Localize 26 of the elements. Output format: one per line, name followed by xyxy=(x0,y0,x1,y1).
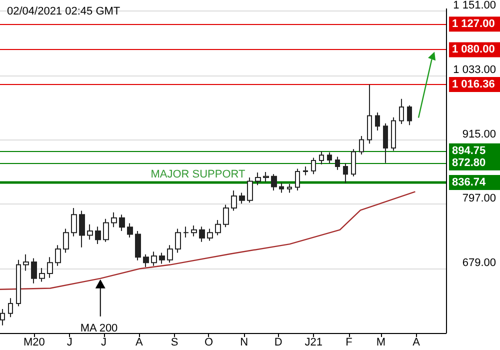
ref-line-label: 1 016.36 xyxy=(452,78,495,90)
x-tick-label: O xyxy=(204,336,214,348)
y-tick-label: 797.00 xyxy=(462,192,496,205)
ref-line-label: 836.74 xyxy=(452,176,487,189)
y-tick-label: 1 151.00 xyxy=(453,0,496,12)
ref-line-label: 1 080.00 xyxy=(452,44,495,56)
x-tick-label: S xyxy=(170,336,178,348)
y-tick-label: 915.00 xyxy=(462,128,496,140)
text: MA 200 xyxy=(80,322,118,334)
x-tick-label: F xyxy=(346,336,353,348)
y-tick-label: 1 033.00 xyxy=(453,64,496,76)
x-tick-label: J21 xyxy=(304,336,323,348)
x-tick-label: J xyxy=(101,336,107,348)
ref-line-label: 872.80 xyxy=(452,156,486,169)
ref-line-label: 1 127.00 xyxy=(452,18,495,30)
ref-line-label: 894.75 xyxy=(452,144,486,157)
y-tick-label: 679.00 xyxy=(462,257,496,270)
x-tick-label: M20 xyxy=(24,336,45,348)
x-tick-label: A xyxy=(135,336,144,348)
x-tick-label: J xyxy=(66,336,72,348)
x-tick-label: N xyxy=(240,336,248,348)
x-tick-label: D xyxy=(274,336,282,348)
annotation: MAJOR SUPPORT xyxy=(150,168,246,181)
x-tick-label: M xyxy=(376,336,386,348)
chart-title: 02/04/2021 02:45 GMT xyxy=(7,6,120,18)
x-tick-label: A xyxy=(412,336,421,348)
